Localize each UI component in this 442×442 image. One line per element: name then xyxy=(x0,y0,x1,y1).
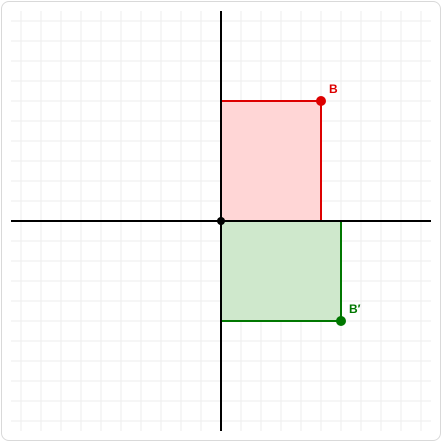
image-vertex-label: B′ xyxy=(349,302,361,316)
image-rectangle xyxy=(220,220,342,322)
original-vertex-point xyxy=(316,96,326,106)
original-rectangle xyxy=(220,100,322,222)
original-vertex-label: B xyxy=(329,82,338,96)
origin-point xyxy=(217,217,225,225)
image-vertex-point xyxy=(336,316,346,326)
